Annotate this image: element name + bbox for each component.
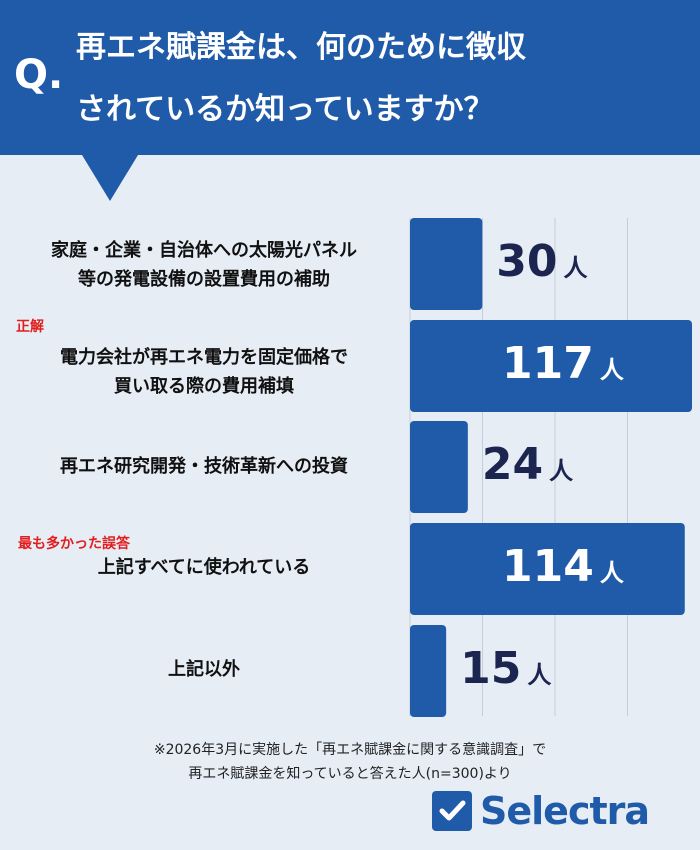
value-unit: 人 (599, 356, 624, 384)
question-line-2: されているか知っていますか？ (76, 92, 494, 127)
value-label: 15 人 (460, 647, 551, 691)
logo-text: Selectra (480, 789, 650, 833)
value-unit: 人 (599, 559, 624, 587)
category-label-line: 上記以外 (168, 658, 240, 680)
annotation-tag: 正解 (16, 319, 44, 335)
value-number: 30 (496, 236, 558, 287)
value-number: 15 (460, 643, 522, 694)
value-label: 114 人 (502, 545, 624, 589)
value-number: 24 (481, 439, 544, 490)
bar (410, 218, 483, 310)
bar (410, 320, 692, 412)
category-label: 再エネ研究開発・技術革新への投資 (0, 452, 408, 481)
selectra-logo: Selectra (432, 786, 650, 836)
category-label-line: 家庭・企業・自治体への太陽光パネル (51, 240, 357, 261)
value-number: 117 (502, 338, 594, 389)
header-pointer (82, 155, 138, 201)
footnote-line-1: ※2026年3月に実施した「再エネ賦課金に関する意識調査」で (153, 742, 547, 758)
bar (410, 625, 447, 717)
question-header: Q. 再エネ賦課金は、何のために徴収 されているか知っていますか？ (0, 0, 700, 155)
category-label: 上記すべてに使われている (0, 553, 408, 582)
category-label-line: 等の発電設備の設置費用の補助 (78, 269, 330, 290)
question-line-1: 再エネ賦課金は、何のために徴収 (76, 30, 526, 65)
footnote-line-2: 再エネ賦課金を知っていると答えた人(n=300)より (188, 766, 512, 782)
value-label: 30 人 (496, 240, 587, 284)
value-unit: 人 (527, 661, 552, 689)
category-label-line: 再エネ研究開発・技術革新への投資 (60, 455, 348, 477)
value-label: 24 人 (482, 443, 573, 487)
category-label-line: 電力会社が再エネ電力を固定価格で (60, 347, 348, 368)
q-mark: Q. (14, 52, 64, 98)
category-label: 上記以外 (0, 655, 408, 684)
annotation-tag: 最も多かった誤答 (18, 536, 130, 552)
category-label-line: 買い取る際の費用補填 (114, 376, 294, 397)
checkmark-icon (432, 791, 472, 831)
category-label: 家庭・企業・自治体への太陽光パネル 等の発電設備の設置費用の補助 (0, 236, 408, 294)
value-label: 117 人 (502, 342, 624, 386)
bar (410, 421, 468, 513)
category-label-line: 上記すべてに使われている (97, 556, 311, 578)
category-label: 電力会社が再エネ電力を固定価格で 買い取る際の費用補填 (0, 343, 408, 401)
value-number: 114 (502, 541, 594, 592)
value-unit: 人 (563, 254, 588, 282)
bar (410, 523, 685, 615)
value-unit: 人 (549, 457, 574, 485)
